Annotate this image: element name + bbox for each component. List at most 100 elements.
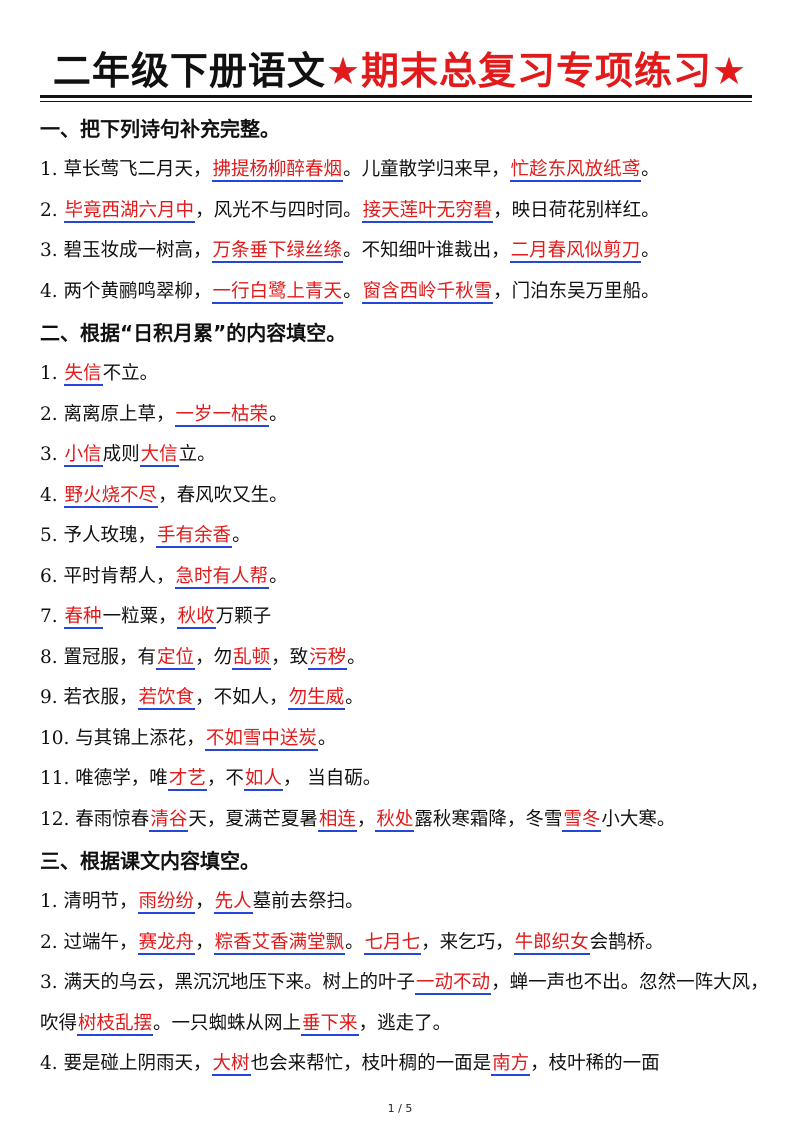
exercise-item: 3. 小信成则大信立。 xyxy=(40,435,780,476)
exercise-item: 1. 清明节，雨纷纷，先人墓前去祭扫。 xyxy=(40,882,780,923)
prompt-text: 。 xyxy=(232,525,251,546)
prompt-text: ，映日荷花别样红。 xyxy=(493,199,660,221)
prompt-text: ，来乞巧， xyxy=(421,931,514,953)
page-number: 1 / 5 xyxy=(387,1102,413,1115)
prompt-text: 。 xyxy=(347,646,366,668)
prompt-text: ，春风吹又生。 xyxy=(158,484,288,506)
prompt-text: 4. 要是碰上阴雨天， xyxy=(40,1053,212,1074)
answer-blank: 一动不动 xyxy=(415,972,492,995)
prompt-text: 也会来帮忙，枝叶稠的一面是 xyxy=(250,1053,492,1074)
answer-blank: 牛郎织女 xyxy=(513,931,590,955)
prompt-text: 。 xyxy=(269,403,288,425)
answer-blank: 若饮食 xyxy=(137,687,196,710)
section-heading: 二、根据“日积月累”的内容填空。 xyxy=(40,321,347,345)
prompt-text: 墓前去祭扫。 xyxy=(252,891,364,912)
exercise-item: 4. 两个黄鹂鸣翠柳，一行白鹭上青天。窗含西岭千秋雪，门泊东吴万里船。 xyxy=(40,272,780,313)
exercise-item: 4. 野火烧不尽，春风吹又生。 xyxy=(40,476,780,517)
prompt-text: 。 xyxy=(317,727,337,749)
prompt-text: 11. 唯德学，唯 xyxy=(40,768,168,789)
answer-blank: 小信 xyxy=(63,444,103,467)
prompt-text: 露秋寒霜降，冬雪 xyxy=(414,808,563,830)
exercise-item: 12. 春雨惊春清谷天，夏满芒夏暑相连，秋处露秋寒霜降，冬雪雪冬小大寒。 xyxy=(40,800,780,841)
exercise-item: 2. 毕竟西湖六月中，风光不与四时同。接天莲叶无穷碧，映日荷花别样红。 xyxy=(40,191,780,232)
prompt-text: 2. xyxy=(40,199,64,221)
prompt-text: 1. 草长莺飞二月天， xyxy=(40,159,212,180)
section-heading: 一、把下列诗句补充完整。 xyxy=(40,117,280,141)
answer-blank: 相连 xyxy=(317,808,357,832)
answer-blank: 雨纷纷 xyxy=(137,891,196,914)
prompt-text: 一粒粟， xyxy=(102,606,177,627)
title-highlight: ★期末总复习专项练习★ xyxy=(325,49,748,93)
prompt-text: ， 当自砺。 xyxy=(282,768,382,789)
exercise-item: 11. 唯德学，唯才艺，不如人， 当自砺。 xyxy=(40,759,780,800)
answer-blank: 先人 xyxy=(213,891,253,914)
prompt-text: 2. 过端午， xyxy=(40,931,138,953)
answer-blank: 乱顿 xyxy=(232,646,272,670)
prompt-text: 万颗子 xyxy=(215,606,272,627)
answer-blank: 清谷 xyxy=(149,808,189,832)
prompt-text: ，风光不与四时同。 xyxy=(195,199,362,221)
prompt-text: 3. 满天的乌云，黑沉沉地压下来。树上的叶子 xyxy=(40,972,416,993)
prompt-text: 12. 春雨惊春 xyxy=(40,808,150,830)
prompt-text: 。 xyxy=(343,280,362,302)
exercise-item: 8. 置冠服，有定位，勿乱顿，致污秽。 xyxy=(40,638,780,679)
title-rule-thin xyxy=(40,101,752,102)
answer-blank: 垂下来 xyxy=(301,1012,359,1036)
page-title: 二年级下册语文★期末总复习专项练习★ xyxy=(0,40,800,95)
prompt-text: ， xyxy=(195,931,214,953)
prompt-text: 8. 置冠服，有 xyxy=(40,646,157,668)
answer-blank: 赛龙舟 xyxy=(137,931,196,955)
prompt-text: 1. 清明节， xyxy=(40,891,138,912)
answer-blank: 勿生威 xyxy=(287,687,346,710)
prompt-text: 。 xyxy=(269,565,288,587)
prompt-text: 2. 离离原上草， xyxy=(40,403,175,425)
answer-blank: 大信 xyxy=(139,444,179,467)
prompt-text: ，逃走了。 xyxy=(358,1012,452,1034)
prompt-text: ，致 xyxy=(271,646,309,668)
answer-blank: 拂提杨柳醉春烟 xyxy=(211,159,344,182)
answer-blank: 秋收 xyxy=(176,606,216,629)
answer-blank: 一岁一枯荣 xyxy=(174,403,270,427)
answer-blank: 秋处 xyxy=(375,808,415,832)
answer-blank: 春种 xyxy=(63,606,103,629)
prompt-text: 成则 xyxy=(102,444,140,465)
prompt-text: 4. 两个黄鹂鸣翠柳， xyxy=(40,280,212,302)
answer-blank: 南方 xyxy=(491,1053,531,1076)
answer-blank: 大树 xyxy=(211,1053,251,1076)
prompt-text: 6. 平时肯帮人， xyxy=(40,565,175,587)
answer-blank: 如人 xyxy=(243,768,283,791)
answer-blank: 万条垂下绿丝绦 xyxy=(211,240,344,263)
prompt-text: ， xyxy=(195,891,214,912)
exercise-item: 10. 与其锦上添花，不如雪中送炭。 xyxy=(40,719,780,760)
prompt-text: 不立。 xyxy=(102,363,159,384)
exercise-item: 3. 满天的乌云，黑沉沉地压下来。树上的叶子一动不动，蝉一声也不出。忽然一阵大风… xyxy=(40,963,780,1044)
prompt-text: ，勿 xyxy=(195,646,233,668)
exercise-item: 2. 过端午，赛龙舟，粽香艾香满堂飘。七月七，来乞巧，牛郎织女会鹊桥。 xyxy=(40,923,780,964)
section-heading: 三、根据课文内容填空。 xyxy=(40,849,260,873)
answer-blank: 二月春风似剪刀 xyxy=(509,240,642,263)
prompt-text: 5. 予人玫瑰， xyxy=(40,525,157,546)
answer-blank: 手有余香 xyxy=(156,525,233,548)
prompt-text: 10. 与其锦上添花， xyxy=(40,727,205,749)
answer-blank: 窗含西岭千秋雪 xyxy=(361,280,494,304)
prompt-text: 9. 若衣服， xyxy=(40,687,138,708)
exercise-item: 7. 春种一粒粟，秋收万颗子 xyxy=(40,597,780,638)
answer-blank: 一行白鹭上青天 xyxy=(211,280,344,304)
answer-blank: 才艺 xyxy=(167,768,207,791)
prompt-text: ， xyxy=(356,808,376,830)
answer-blank: 野火烧不尽 xyxy=(63,484,159,508)
prompt-text: 。一只蜘蛛从网上 xyxy=(153,1012,302,1034)
exercise-item: 4. 要是碰上阴雨天，大树也会来帮忙，枝叶稠的一面是南方，枝叶稀的一面 xyxy=(40,1044,780,1085)
prompt-text: 3. 碧玉妆成一树高， xyxy=(40,240,212,261)
prompt-text: ，蝉一声也不出。忽然一阵大风，吹得 xyxy=(40,972,769,1034)
prompt-text: 。儿童散学归来早， xyxy=(343,159,510,180)
exercise-item: 1. 草长莺飞二月天，拂提杨柳醉春烟。儿童散学归来早，忙趁东风放纸鸢。 xyxy=(40,150,780,191)
exercise-item: 1. 失信不立。 xyxy=(40,354,780,395)
prompt-text: 7. xyxy=(40,606,64,627)
prompt-text: 4. xyxy=(40,484,64,506)
exercise-item: 6. 平时肯帮人，急时有人帮。 xyxy=(40,557,780,598)
prompt-text: 3. xyxy=(40,444,64,465)
answer-blank: 粽香艾香满堂飘 xyxy=(213,931,346,955)
prompt-text: 。不知细叶谁裁出， xyxy=(343,240,510,261)
answer-blank: 接天莲叶无穷碧 xyxy=(361,199,494,223)
